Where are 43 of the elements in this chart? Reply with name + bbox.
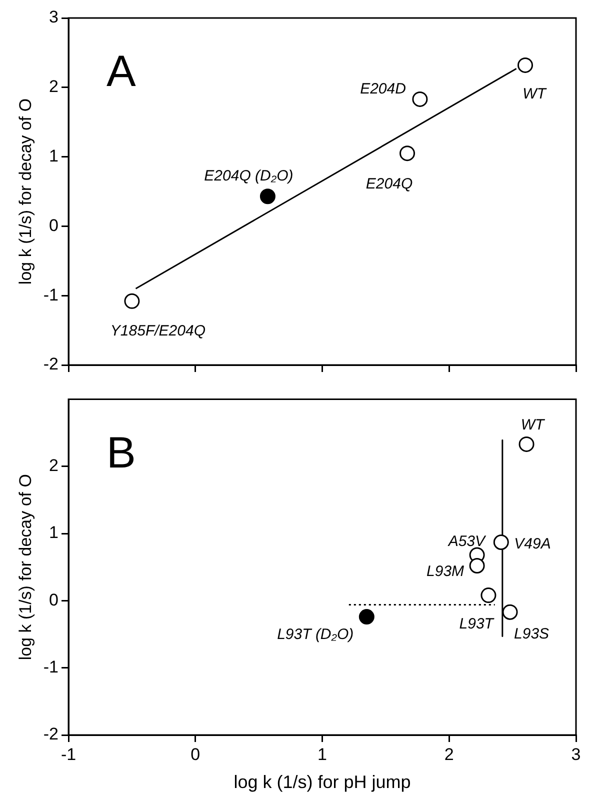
x-tick-label: 3 <box>571 744 581 764</box>
y-axis-title: log k (1/s) for decay of O <box>16 474 35 660</box>
point <box>518 436 534 452</box>
y-tick-label: 3 <box>49 8 59 27</box>
annotation: V49A <box>514 535 551 552</box>
y-tick-label: 1 <box>49 146 59 166</box>
point <box>400 146 416 162</box>
annotation: A53V <box>447 533 488 550</box>
point <box>124 293 140 309</box>
annotation: L93M <box>426 562 465 580</box>
text: B <box>106 428 136 478</box>
annotation: WT <box>520 416 546 434</box>
annotation: L93T <box>459 615 496 632</box>
annotation: E204Q (D₂O) <box>204 168 294 185</box>
x-tick-label: 2 <box>444 744 454 764</box>
point <box>260 188 276 204</box>
y-axis-title: log k (1/s) for decay of O <box>16 98 35 285</box>
y-tick-label: -1 <box>43 285 59 304</box>
point <box>412 91 428 107</box>
y-tick-label: 0 <box>49 590 59 610</box>
point <box>493 534 509 550</box>
y-tick-label: 2 <box>49 456 59 476</box>
annotation: L93S <box>514 625 550 642</box>
y-tick-label: -1 <box>43 658 59 677</box>
x-axis-title: log k (1/s) for pH jump <box>234 772 411 792</box>
x-tick-label: 1 <box>318 744 327 764</box>
point <box>502 604 518 620</box>
point <box>518 57 533 73</box>
y-tick-label: 2 <box>49 77 59 96</box>
annotation: E204Q <box>366 176 413 192</box>
y-tick-label: -2 <box>43 354 59 374</box>
annotation: Y185F/E204Q <box>110 322 206 340</box>
point <box>469 558 485 574</box>
x-tick-label: 0 <box>190 744 200 764</box>
text: A <box>106 47 137 96</box>
annotation: E204D <box>360 80 406 98</box>
annotation: L93T (D₂O) <box>277 626 354 643</box>
y-tick-label: 0 <box>49 216 59 235</box>
y-tick-label: -2 <box>43 724 59 744</box>
y-tick-label: 1 <box>49 523 59 542</box>
annotation: WT <box>522 85 548 102</box>
point <box>358 609 374 625</box>
point <box>480 588 496 604</box>
